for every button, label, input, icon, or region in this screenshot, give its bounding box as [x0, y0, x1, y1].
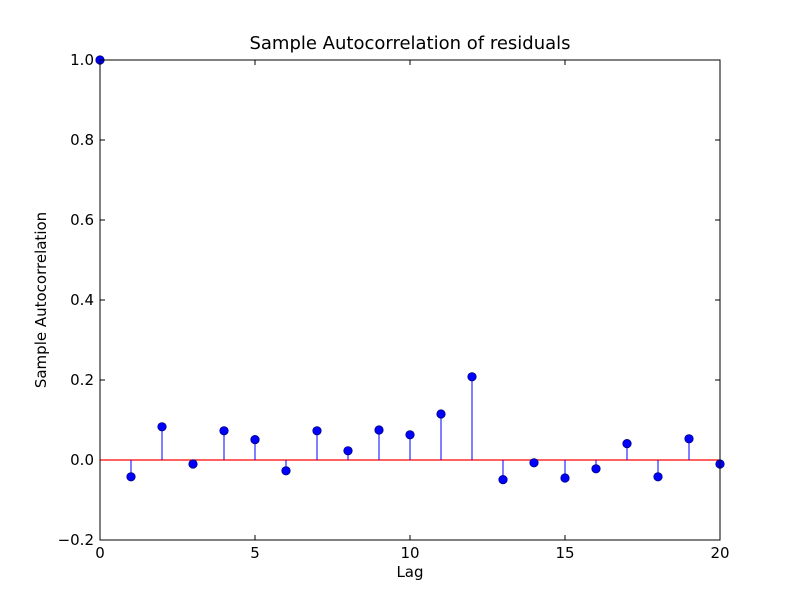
- stem-marker: [405, 430, 415, 440]
- stem-marker: [684, 434, 694, 444]
- x-tick-label: 15: [555, 544, 574, 562]
- y-tick-label: 0.0: [70, 451, 94, 469]
- markers-layer: [95, 55, 725, 485]
- y-tick-label: 1.0: [70, 51, 94, 69]
- x-tick-label: 10: [400, 544, 419, 562]
- stem-marker: [126, 472, 136, 482]
- axes-frame: [99, 59, 721, 541]
- stem-marker: [157, 422, 167, 432]
- x-tick-label: 20: [710, 544, 729, 562]
- stem-marker: [622, 438, 632, 449]
- y-axis-label: Sample Autocorrelation: [32, 212, 50, 388]
- stem-marker: [560, 473, 570, 483]
- stem-marker: [436, 409, 446, 419]
- y-tick-label: 0.2: [70, 371, 94, 389]
- stem-marker: [312, 426, 322, 436]
- stem-marker: [374, 425, 384, 435]
- x-tick-label: 0: [95, 544, 105, 562]
- y-tick-label: 0.4: [70, 291, 94, 309]
- stem-marker: [653, 472, 663, 482]
- stem-marker: [250, 434, 260, 445]
- stem-marker: [281, 466, 291, 476]
- x-tick-label: 5: [250, 544, 260, 562]
- x-axis-label: Lag: [396, 563, 423, 581]
- stem-marker: [529, 458, 539, 468]
- y-tick-label: 0.8: [70, 131, 94, 149]
- stem-marker: [591, 464, 601, 474]
- stem-marker: [498, 474, 508, 485]
- stem-marker: [219, 426, 229, 436]
- y-tick-label: −0.2: [58, 531, 94, 549]
- y-tick-label: 0.6: [70, 211, 94, 229]
- stem-marker: [188, 459, 198, 469]
- stem-marker: [467, 372, 477, 382]
- stem-marker: [343, 446, 353, 456]
- chart-title: Sample Autocorrelation of residuals: [249, 33, 570, 54]
